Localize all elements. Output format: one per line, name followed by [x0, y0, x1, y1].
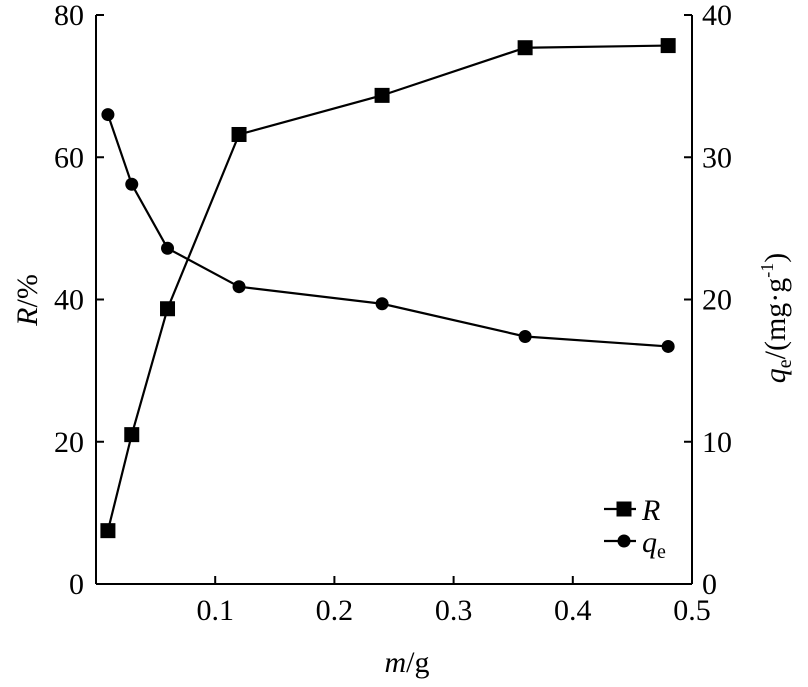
data-point-R	[374, 87, 390, 103]
y-left-tick-label: 20	[54, 426, 84, 459]
y-left-axis-title: R/%	[11, 274, 44, 327]
legend-marker-R	[616, 501, 632, 517]
legend-label-qe: qe	[642, 526, 666, 563]
y-left-tick-label: 60	[54, 141, 84, 174]
data-point-qe	[375, 297, 389, 311]
y-right-tick-label: 20	[702, 284, 732, 317]
data-point-qe	[232, 280, 246, 294]
data-point-R	[124, 427, 140, 443]
data-point-R	[160, 301, 176, 317]
data-point-qe	[101, 108, 115, 122]
legend: Rqe	[604, 494, 666, 563]
y-left-tick-label: 0	[69, 568, 84, 601]
x-tick-label: 0.5	[673, 594, 711, 627]
data-point-qe	[661, 339, 675, 353]
axes	[95, 15, 693, 585]
legend-label-R: R	[641, 494, 660, 527]
data-point-R	[100, 523, 116, 539]
series-layer	[100, 38, 676, 539]
y-right-tick-label: 0	[702, 568, 717, 601]
x-tick-label: 0.1	[196, 594, 234, 627]
series-line-R	[106, 44, 669, 531]
y-right-tick-label: 10	[702, 426, 732, 459]
y-right-tick-label: 40	[702, 0, 732, 32]
y-right-tick-label: 30	[702, 141, 732, 174]
data-point-R	[517, 40, 533, 56]
data-point-qe	[125, 177, 139, 191]
legend-marker-qe	[617, 534, 631, 548]
data-point-R	[231, 126, 247, 142]
data-point-qe	[518, 329, 532, 343]
data-point-qe	[161, 241, 175, 255]
x-tick-label: 0.4	[554, 594, 592, 627]
x-tick-label: 0.2	[316, 594, 354, 627]
x-tick-label: 0.3	[435, 594, 473, 627]
y-right-axis-title: qe/(mg·g-1)	[757, 253, 796, 384]
series-line-qe	[106, 114, 669, 348]
data-point-R	[660, 38, 676, 54]
y-left-tick-label: 80	[54, 0, 84, 32]
y-left-tick-label: 40	[54, 284, 84, 317]
x-axis-title: m/g	[384, 646, 429, 679]
